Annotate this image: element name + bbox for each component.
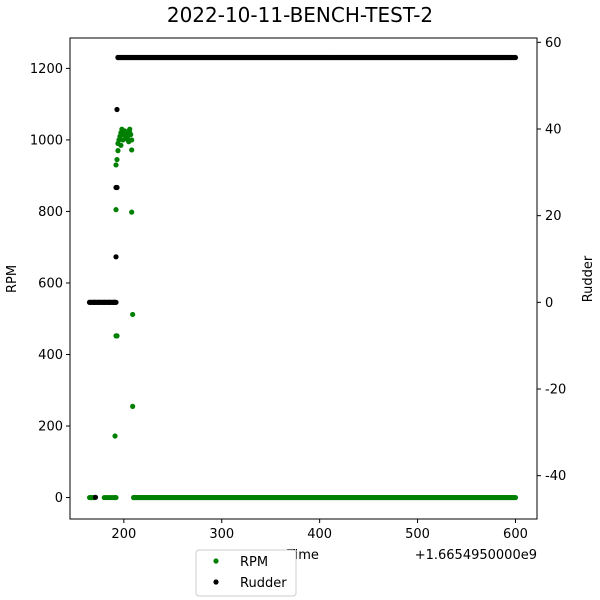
rpm-point [129,137,135,143]
y-tick-label: 200 [38,420,63,435]
x-tick-label: 400 [307,527,332,542]
rpm-point [129,147,135,153]
y-tick-label: 800 [38,205,63,220]
rudder-point [101,299,107,305]
y2-tick-label: 20 [545,209,562,224]
rpm-point [130,311,136,318]
y-tick-label: 400 [38,348,63,363]
legend-marker-rudder [213,579,219,585]
x-tick-label: 600 [503,527,528,542]
rudder-point [96,299,102,305]
legend-marker-rpm [213,558,219,564]
rpm-point [120,128,126,134]
rpm-point [130,403,136,409]
rpm-point [118,142,124,148]
legend-label-rpm: RPM [240,555,268,570]
y-tick-label: 1200 [30,62,63,77]
rpm-point [512,494,519,501]
y2-axis-label: Rudder [581,255,596,302]
rpm-point [114,156,120,163]
rudder-point [114,184,120,191]
rpm-point [131,494,137,501]
rpm-point [113,162,119,168]
plot-area-frame [69,37,538,520]
rpm-point [112,433,118,439]
rpm-point [129,209,135,215]
y2-tick-label: 0 [545,296,553,311]
y2-tick-label: -40 [545,469,566,484]
rpm-point [113,207,119,213]
rudder-point [112,299,118,305]
x-tick-label: 200 [111,527,136,542]
rpm-point [125,137,131,143]
y2-tick-label: 40 [545,123,562,138]
x-tick-label: 300 [209,527,234,542]
rpm-point [114,333,120,339]
rudder-point [91,299,98,305]
rpm-point [115,148,121,154]
legend-box [195,549,297,597]
bottom-axis-ticks: 200 300 400 500 600 [111,519,528,542]
rudder-point [106,299,112,305]
rpm-point [113,494,119,501]
y-axis-label: RPM [5,265,20,293]
right-axis-ticks: -40 -20 0 20 40 60 [537,36,566,484]
left-axis-ticks: 0 200 400 600 800 1000 1200 [30,62,70,506]
y2-tick-label: -20 [545,383,566,398]
data-points [86,54,519,501]
rudder-point [86,299,93,305]
y2-tick-label: 60 [545,36,562,51]
legend: RPM Rudder [195,549,297,597]
x-axis-offset-label: +1.6654950000e9 [415,548,537,563]
rudder-point [115,54,121,61]
rudder-point [512,54,519,61]
legend-label-rudder: Rudder [240,576,287,591]
y-tick-label: 1000 [30,133,63,148]
rpm-point [127,130,133,136]
y-tick-label: 600 [38,276,63,291]
rudder-point [113,254,119,260]
rpm-point [127,126,133,132]
y-tick-label: 0 [55,491,63,506]
rudder-point [114,106,120,113]
rudder-point [92,494,99,500]
x-tick-label: 500 [405,527,430,542]
chart-title: 2022-10-11-BENCH-TEST-2 [167,3,433,27]
